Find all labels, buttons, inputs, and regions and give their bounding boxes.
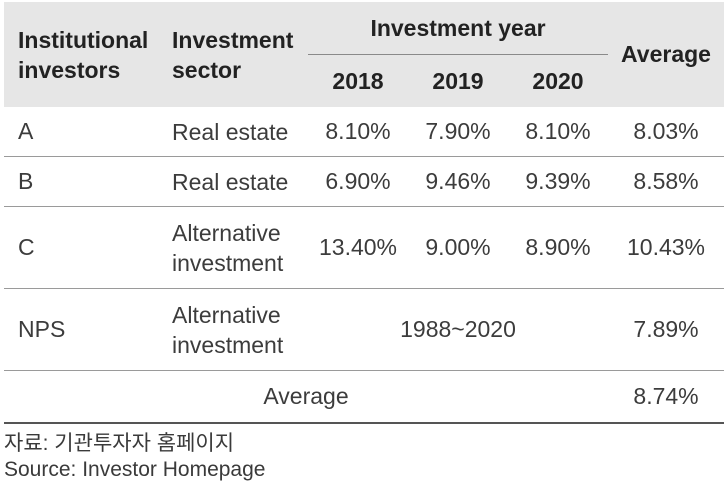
cell-sector: Alternative investment (160, 206, 308, 289)
table-row: NPS Alternative investment 1988~2020 7.8… (4, 288, 725, 371)
header-investment-sector: Investment sector (160, 2, 308, 107)
header-average: Average (608, 2, 725, 107)
cell-average: 8.03% (608, 107, 725, 157)
header-year-2018: 2018 (308, 54, 408, 107)
cell-average: 10.43% (608, 206, 725, 289)
cell-2018: 6.90% (308, 156, 408, 207)
cell-2018: 8.10% (308, 107, 408, 157)
source-note-english: Source: Investor Homepage (4, 458, 266, 481)
cell-2018: 13.40% (308, 206, 408, 289)
cell-sector: Real estate (160, 156, 308, 207)
cell-2020: 8.10% (508, 107, 609, 157)
header-institutional-investors: Institutional investors (4, 2, 160, 107)
cell-average: 8.58% (608, 156, 725, 207)
footer-average-value: 8.74% (608, 370, 725, 424)
cell-2019: 7.90% (408, 107, 508, 157)
header-row-top: Institutional investors Investment secto… (4, 2, 725, 107)
cell-sector: Alternative investment (160, 288, 308, 371)
table-row: C Alternative investment 13.40% 9.00% 8.… (4, 206, 725, 289)
header-row-years: 2018 2019 2020 (4, 54, 724, 107)
header-year-2019: 2019 (408, 54, 508, 107)
cell-investor: A (4, 107, 160, 157)
footer-average-label: Average (4, 370, 609, 424)
cell-2019: 9.00% (408, 206, 508, 289)
cell-period: 1988~2020 (308, 288, 609, 371)
cell-2020: 8.90% (508, 206, 609, 289)
table-footer-row: Average 8.74% (4, 370, 725, 424)
cell-investor: B (4, 156, 160, 207)
table-header: Institutional investors Investment secto… (4, 2, 725, 107)
header-year-2020: 2020 (508, 54, 609, 107)
table-body: A Real estate 8.10% 7.90% 8.10% 8.03% B … (4, 107, 725, 424)
cell-2020: 9.39% (508, 156, 609, 207)
cell-average: 7.89% (608, 288, 725, 371)
cell-investor: NPS (4, 288, 160, 371)
investment-returns-table: Institutional investors Investment secto… (4, 2, 725, 424)
table-row: A Real estate 8.10% 7.90% 8.10% 8.03% (4, 107, 725, 157)
cell-sector: Real estate (160, 107, 308, 157)
cell-2019: 9.46% (408, 156, 508, 207)
source-note-korean: 자료: 기관투자자 홈페이지 (4, 432, 235, 455)
cell-investor: C (4, 206, 160, 289)
returns-table-container: Institutional investors Investment secto… (4, 2, 725, 424)
header-investment-year: Investment year (308, 2, 609, 55)
table-row: B Real estate 6.90% 9.46% 9.39% 8.58% (4, 156, 725, 207)
